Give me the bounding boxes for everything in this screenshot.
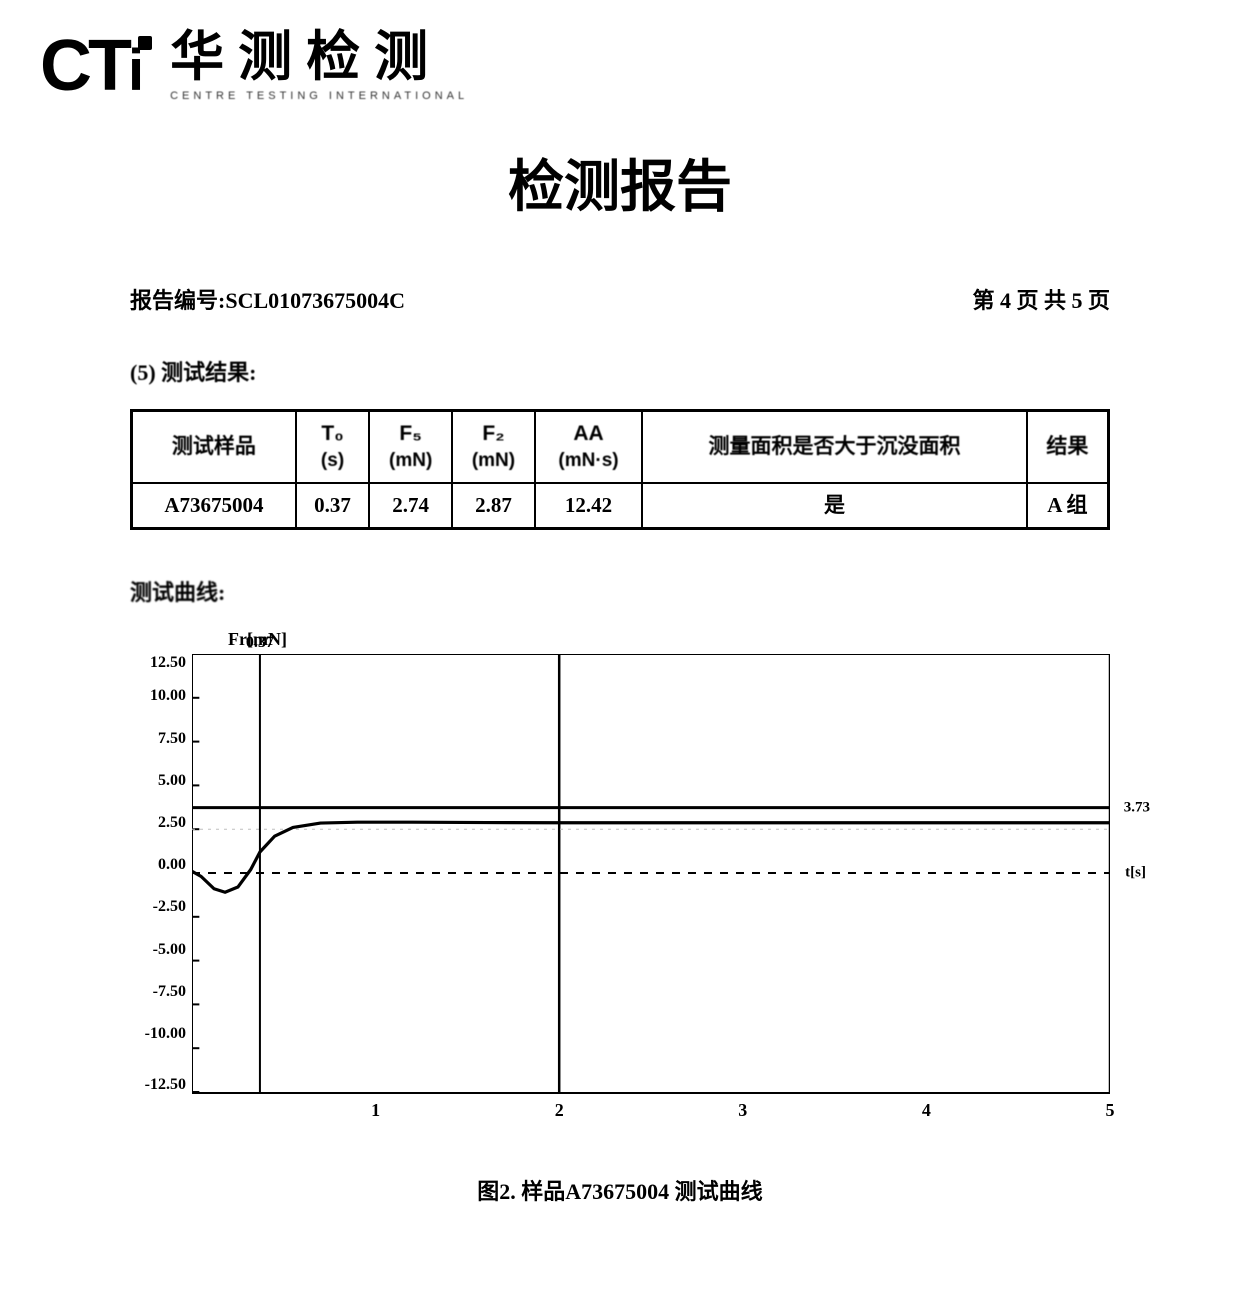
y-tick-label: -7.50: [130, 983, 186, 1001]
report-meta: 报告编号:SCL01073675004C 第 4 页 共 5 页: [130, 283, 1110, 315]
th-f2: F₂(mN): [452, 411, 535, 483]
x-ticks: 12345: [192, 1100, 1110, 1124]
hline-label: 3.73: [1124, 799, 1150, 816]
page-info: 第 4 页 共 5 页: [972, 283, 1110, 315]
x-unit-label: t[s]: [1125, 865, 1146, 882]
y-tick-label: -5.00: [130, 941, 186, 959]
y-tick-label: -2.50: [130, 898, 186, 916]
x-tick-label: 5: [1106, 1100, 1115, 1121]
y-tick-label: 7.50: [130, 730, 186, 748]
logo-cn: 华测检测: [170, 30, 468, 84]
td-t0: 0.37: [296, 483, 369, 529]
report-title: 检测报告: [40, 142, 1200, 223]
y-tick-label: 12.50: [130, 654, 186, 672]
y-axis-title: Fr[mN]: [228, 629, 1110, 650]
chart-wrap: Fr[mN] 12.50 10.00 7.50 5.00 2.50 0.00 -2.50 -5…: [130, 623, 1110, 1124]
y-tick-label: -10.00: [130, 1025, 186, 1043]
th-sample: 测试样品: [132, 411, 296, 483]
th-area: 测量面积是否大于沉没面积: [642, 411, 1027, 483]
th-result: 结果: [1027, 411, 1109, 483]
x-tick-label: 4: [922, 1100, 931, 1121]
x-tick-label: 1: [371, 1100, 380, 1121]
content-area: 报告编号:SCL01073675004C 第 4 页 共 5 页 (5) 测试结…: [40, 283, 1200, 1206]
th-t0: T₀(s): [296, 411, 369, 483]
td-sample: A73675004: [132, 483, 296, 529]
y-tick-label: 2.50: [130, 814, 186, 832]
report-number-label: 报告编号:: [130, 288, 225, 313]
th-fs: F₅(mN): [369, 411, 452, 483]
x-tick-label: 3: [738, 1100, 747, 1121]
logo-en: CTi: [40, 30, 152, 102]
td-area: 是: [642, 483, 1027, 529]
td-result: A 组: [1027, 483, 1109, 529]
x-tick-label: 2: [555, 1100, 564, 1121]
logo-sub: CENTRE TESTING INTERNATIONAL: [170, 90, 468, 102]
section-label: (5) 测试结果:: [130, 355, 1110, 387]
td-aa: 12.42: [535, 483, 642, 529]
logo-cn-wrap: 华测检测 CENTRE TESTING INTERNATIONAL: [170, 30, 468, 102]
y-tick-label: 10.00: [130, 687, 186, 705]
chart-caption: 图2. 样品A73675004 测试曲线: [130, 1174, 1110, 1206]
chart-area: 12.50 10.00 7.50 5.00 2.50 0.00 -2.50 -5.00 -7.5…: [130, 654, 1110, 1094]
th-aa: AA(mN·s): [535, 411, 642, 483]
plot-svg: [192, 654, 1110, 1092]
table-row: A73675004 0.37 2.74 2.87 12.42 是 A 组: [132, 483, 1109, 529]
y-tick-label: -12.50: [130, 1076, 186, 1094]
results-table: 测试样品 T₀(s) F₅(mN) F₂(mN) AA(mN·s) 测量面积是否…: [130, 409, 1110, 530]
vline-label: 0.37: [246, 634, 274, 652]
y-tick-label: 5.00: [130, 772, 186, 790]
report-number: 报告编号:SCL01073675004C: [130, 283, 405, 315]
table-header-row: 测试样品 T₀(s) F₅(mN) F₂(mN) AA(mN·s) 测量面积是否…: [132, 411, 1109, 483]
y-tick-label: 0.00: [130, 856, 186, 874]
y-ticks: 12.50 10.00 7.50 5.00 2.50 0.00 -2.50 -5.00 -7.5…: [130, 654, 192, 1094]
plot-area: 0.37 3.73 t[s]: [192, 654, 1110, 1094]
td-f2: 2.87: [452, 483, 535, 529]
td-fs: 2.74: [369, 483, 452, 529]
report-number-value: SCL01073675004C: [225, 288, 405, 313]
curve-label: 测试曲线:: [130, 575, 1110, 607]
logo-header: CTi 华测检测 CENTRE TESTING INTERNATIONAL: [40, 30, 1200, 102]
